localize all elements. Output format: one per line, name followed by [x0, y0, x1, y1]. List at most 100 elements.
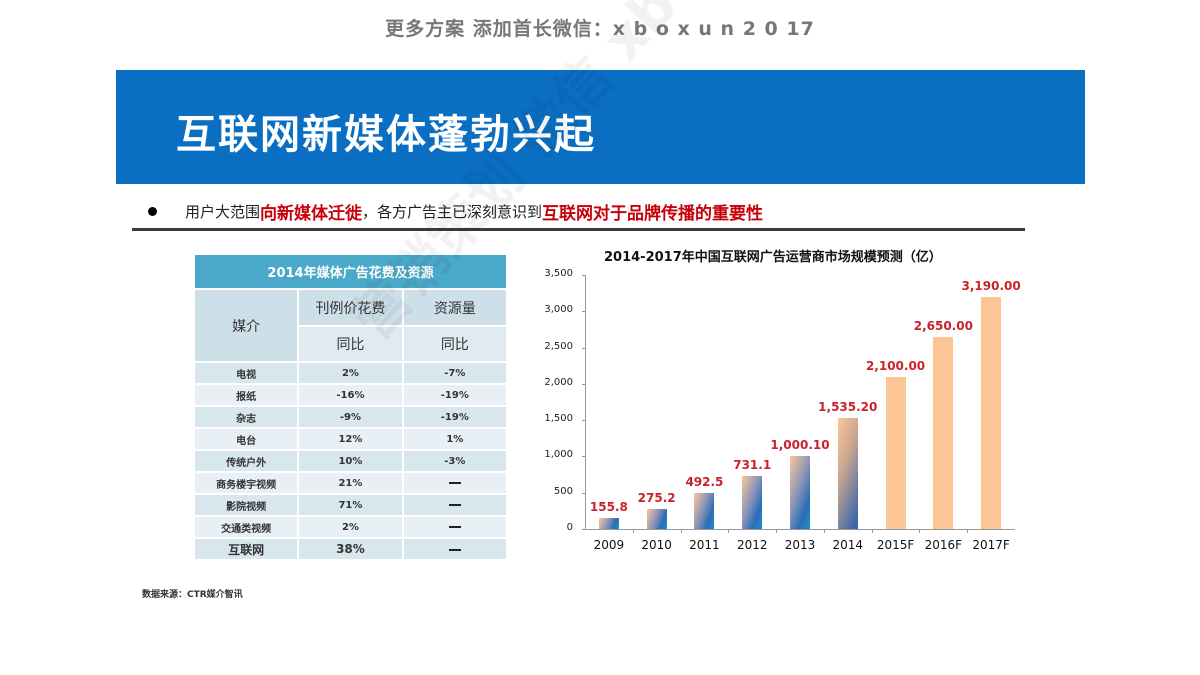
cell-resource: -19%	[401, 405, 509, 429]
cell-media: 传统户外	[192, 449, 300, 473]
cell-media: 电台	[192, 427, 300, 451]
title-banner: 互联网新媒体蓬勃兴起	[116, 70, 1085, 184]
bar-2013	[790, 456, 810, 529]
bullet-highlight-2: 互联网对于品牌传播的重要性	[542, 203, 764, 224]
x-tick-label: 2012	[736, 538, 768, 552]
x-tick-label: 2009	[593, 538, 625, 552]
cell-resource: -3%	[401, 449, 509, 473]
cell-resource	[401, 537, 509, 561]
table-row: 电视 2% -7%	[192, 361, 509, 385]
bar-2012	[742, 475, 763, 529]
cell-resource: -19%	[401, 383, 509, 407]
subheader-resource-yoy: 同比	[401, 325, 509, 363]
cell-resource	[401, 493, 509, 517]
bar-value-label: 2,100.00	[865, 358, 926, 373]
bar-2011	[694, 493, 715, 529]
cell-spend: 71%	[297, 493, 404, 517]
x-tick-mark	[967, 529, 969, 533]
bar-2017F	[981, 297, 1002, 529]
bar-value-label: 3,190.00	[961, 279, 1021, 294]
x-tick-mark	[632, 529, 634, 533]
x-tick-mark	[871, 529, 873, 533]
bar-value-label: 155.8	[589, 499, 628, 514]
subheader-spend-yoy: 同比	[297, 325, 404, 363]
y-tick-label: 0	[566, 522, 573, 533]
bar-2016F	[933, 336, 954, 529]
cell-media: 商务楼宇视频	[192, 471, 300, 495]
bullet-highlight-1: 向新媒体迁徙	[260, 203, 363, 224]
bar-2014	[837, 417, 858, 529]
cell-media: 杂志	[192, 405, 300, 429]
table-row: 互联网 38%	[192, 537, 509, 561]
bar-value-label: 731.1	[733, 457, 772, 472]
bar-2015F	[885, 376, 906, 529]
market-size-bar-chart: 0 500 1,000 1,500 2,000 2,500 3,000 3,500 155.8 2…	[530, 265, 1030, 565]
bar-2010	[646, 509, 667, 529]
y-tick-mark	[582, 347, 586, 349]
bullet-text-1: 用户大范围	[185, 202, 261, 221]
cell-spend: 2%	[297, 361, 404, 385]
header-media: 媒介	[192, 288, 300, 363]
table-row: 影院视频 71%	[192, 493, 509, 517]
x-tick-label: 2016F	[924, 538, 963, 552]
y-tick-label: 1,500	[544, 413, 573, 425]
y-tick-label: 2,500	[544, 340, 573, 352]
bullet-dot-icon	[148, 206, 157, 216]
cell-resource: -7%	[401, 361, 509, 385]
dash-icon	[448, 503, 461, 506]
x-tick-label: 2015F	[876, 538, 915, 552]
page-title: 互联网新媒体蓬勃兴起	[176, 112, 596, 158]
y-tick-label: 500	[553, 485, 573, 497]
dash-icon	[448, 548, 461, 551]
cell-spend: 10%	[297, 449, 404, 473]
x-tick-label: 2014	[832, 538, 864, 552]
y-axis	[585, 275, 586, 530]
contact-note: 更多方案 添加首长微信：x b o x u n 2 0 17	[385, 18, 815, 40]
chart-title: 2014-2017年中国互联网广告运营商市场规模预测（亿）	[604, 250, 942, 265]
dash-icon	[448, 481, 461, 484]
bar-2009	[598, 517, 619, 529]
cell-spend: 2%	[297, 515, 404, 539]
y-tick-mark	[582, 275, 586, 276]
x-tick-label: 2017F	[972, 538, 1010, 552]
y-tick-mark	[582, 492, 586, 494]
cell-media: 交通类视频	[192, 515, 300, 539]
x-tick-label: 2010	[641, 538, 672, 552]
x-axis	[585, 529, 1015, 530]
x-tick-label: 2013	[784, 538, 816, 552]
table-row: 交通类视频 2%	[192, 515, 509, 539]
cell-spend: -9%	[297, 405, 404, 429]
x-tick-mark	[776, 529, 778, 533]
table-row: 商务楼宇视频 21%	[192, 471, 509, 495]
media-spend-table: 2014年媒体广告花费及资源 媒介 刊例价花费 资源量 同比 同比 电视 2% …	[192, 253, 509, 561]
y-tick-label: 3,500	[544, 268, 573, 279]
divider	[132, 228, 1025, 231]
bar-value-label: 275.2	[637, 491, 676, 506]
dash-icon	[448, 525, 461, 528]
y-tick-mark	[582, 529, 586, 530]
table-row: 电台 12% 1%	[192, 427, 509, 451]
y-tick-label: 2,000	[544, 376, 573, 388]
cell-media: 影院视频	[192, 493, 300, 517]
y-tick-mark	[582, 456, 586, 458]
cell-spend: 12%	[297, 427, 404, 451]
header-resource: 资源量	[401, 288, 509, 327]
y-tick-mark	[582, 311, 586, 313]
header-spend: 刊例价花费	[297, 288, 404, 327]
cell-media: 报纸	[192, 383, 300, 407]
bar-value-label: 1,000.10	[770, 438, 830, 453]
bar-value-label: 1,535.20	[818, 399, 878, 414]
cell-spend: 38%	[297, 537, 404, 561]
x-tick-label: 2011	[689, 538, 720, 552]
cell-spend: -16%	[297, 383, 404, 407]
y-tick-label: 1,000	[544, 449, 573, 461]
bullet-point: 用户大范围 向新媒体迁徙 ，各方广告主已深刻意识到 互联网对于品牌传播的重要性	[148, 199, 764, 224]
y-tick-mark	[582, 420, 586, 422]
x-tick-mark	[680, 529, 682, 533]
x-tick-mark	[728, 529, 730, 533]
cell-resource	[401, 515, 509, 539]
y-tick-label: 3,000	[544, 304, 573, 316]
table-caption: 2014年媒体广告花费及资源	[193, 253, 508, 290]
cell-spend: 21%	[297, 471, 404, 495]
bar-value-label: 2,650.00	[913, 318, 973, 333]
